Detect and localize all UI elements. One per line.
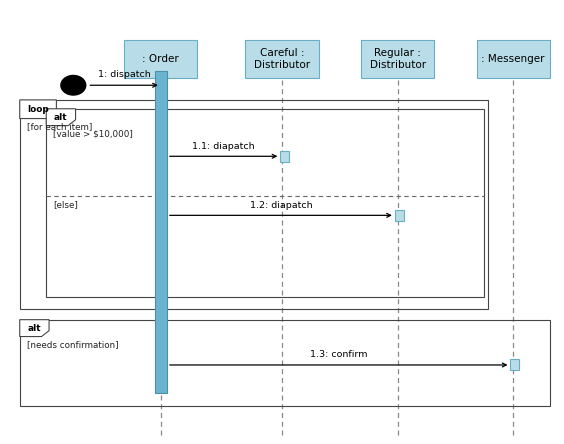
Text: alt: alt [28,324,41,333]
Text: [value > $10,000]: [value > $10,000] [53,129,133,138]
Text: [needs confirmation]: [needs confirmation] [27,340,118,349]
Bar [20,100,488,309]
Bar [20,320,550,406]
Bar [46,109,484,297]
Polygon shape [20,320,49,337]
Bar [510,359,519,370]
Text: 1.2: diapatch: 1.2: diapatch [249,201,312,210]
Bar [280,151,289,162]
Text: 1.1: diapatch: 1.1: diapatch [192,142,255,151]
Bar [245,40,319,78]
Polygon shape [46,109,76,126]
Text: [for each item]: [for each item] [27,122,92,131]
Bar [477,40,550,78]
Text: : Order: : Order [142,54,179,64]
Text: loop: loop [27,105,49,114]
Text: 1.3: confirm: 1.3: confirm [310,350,367,359]
Bar [395,210,404,221]
Bar [361,40,434,78]
Bar [124,40,197,78]
Text: [else]: [else] [53,200,78,209]
Text: alt: alt [54,113,68,122]
Text: : Messenger: : Messenger [482,54,545,64]
Circle shape [61,75,86,95]
Text: 1: dispatch: 1: dispatch [98,71,151,79]
Text: Careful :
Distributor: Careful : Distributor [254,48,310,70]
Polygon shape [20,100,56,119]
Text: Regular :
Distributor: Regular : Distributor [369,48,426,70]
Bar [155,71,167,393]
